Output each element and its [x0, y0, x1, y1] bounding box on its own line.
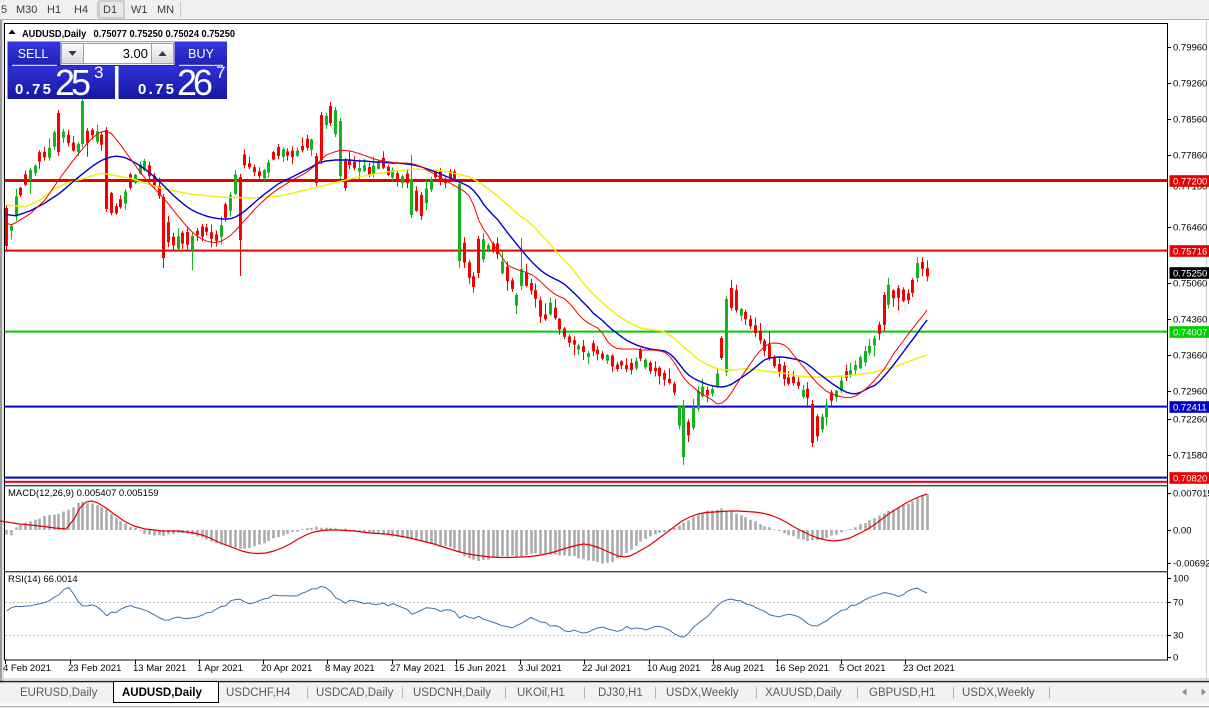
svg-text:16 Sep 2021: 16 Sep 2021	[775, 663, 829, 674]
svg-text:8 May 2021: 8 May 2021	[325, 663, 375, 674]
svg-text:0.79260: 0.79260	[1173, 79, 1207, 90]
svg-text:|: |	[654, 687, 657, 699]
svg-text:|: |	[583, 687, 586, 699]
svg-text:27 May 2021: 27 May 2021	[390, 663, 445, 674]
svg-text:0.79960: 0.79960	[1173, 43, 1207, 54]
svg-text:30: 30	[1173, 631, 1184, 642]
svg-text:23 Oct 2021: 23 Oct 2021	[903, 663, 955, 674]
svg-text:BUY: BUY	[188, 47, 214, 61]
svg-text:W1: W1	[131, 4, 148, 16]
svg-text:0.76460: 0.76460	[1173, 223, 1207, 234]
svg-text:0.78560: 0.78560	[1173, 115, 1207, 126]
svg-text:0.73660: 0.73660	[1173, 351, 1207, 362]
svg-text:0.00: 0.00	[1173, 526, 1192, 537]
svg-text:RSI(14) 66.0014: RSI(14) 66.0014	[8, 574, 78, 585]
svg-text:0.72411: 0.72411	[1173, 403, 1207, 414]
svg-text:UKOil,H1: UKOil,H1	[517, 687, 565, 699]
svg-text:0.75716: 0.75716	[1173, 247, 1207, 258]
svg-text:-0.00692: -0.00692	[1173, 559, 1209, 570]
svg-text:0: 0	[1173, 653, 1178, 664]
svg-text:MACD(12,26,9) 0.005407 0.00515: MACD(12,26,9) 0.005407 0.005159	[8, 488, 159, 499]
svg-text:10 Aug 2021: 10 Aug 2021	[647, 663, 700, 674]
svg-text:0.77160: 0.77160	[1173, 182, 1207, 193]
svg-text:28 Aug 2021: 28 Aug 2021	[711, 663, 764, 674]
svg-text:0.74360: 0.74360	[1173, 315, 1207, 326]
svg-text:70: 70	[1173, 598, 1184, 609]
svg-text:AUDUSD,Daily 0.75077 0.75250: AUDUSD,Daily 0.75077 0.75250 0.75024 0.7…	[22, 28, 235, 40]
svg-text:23 Feb 2021: 23 Feb 2021	[68, 663, 121, 674]
svg-text:D1: D1	[103, 4, 117, 16]
svg-text:M30: M30	[16, 4, 37, 16]
svg-text:22 Jul 2021: 22 Jul 2021	[582, 663, 631, 674]
svg-text:26: 26	[177, 62, 213, 103]
svg-text:EURUSD,Daily: EURUSD,Daily	[20, 687, 98, 699]
svg-text:0.75060: 0.75060	[1173, 279, 1207, 290]
svg-text:USDCHF,H4: USDCHF,H4	[226, 687, 291, 699]
svg-text:0.007015: 0.007015	[1173, 489, 1209, 500]
svg-text:0.70820: 0.70820	[1173, 474, 1207, 485]
svg-text:|: |	[504, 687, 507, 699]
svg-text:USDCAD,Daily: USDCAD,Daily	[316, 687, 394, 699]
svg-text:25: 25	[55, 62, 91, 103]
svg-text:|: |	[306, 687, 309, 699]
svg-text:|: |	[952, 687, 955, 699]
svg-text:3: 3	[94, 63, 103, 82]
svg-text:XAUUSD,Daily: XAUUSD,Daily	[765, 687, 842, 699]
svg-text:|: |	[856, 687, 859, 699]
svg-text:5: 5	[1, 4, 7, 16]
svg-text:SELL: SELL	[18, 47, 49, 61]
svg-text:USDX,Weekly: USDX,Weekly	[962, 687, 1035, 699]
svg-text:0.71580: 0.71580	[1173, 451, 1207, 462]
svg-text:MN: MN	[157, 4, 174, 16]
svg-text:0.75: 0.75	[15, 81, 51, 98]
svg-text:GBPUSD,H1: GBPUSD,H1	[869, 687, 935, 699]
svg-text:0.72960: 0.72960	[1173, 387, 1207, 398]
svg-text:|: |	[755, 687, 758, 699]
svg-text:1 Apr 2021: 1 Apr 2021	[197, 663, 243, 674]
svg-text:H4: H4	[74, 4, 88, 16]
svg-text:0.74007: 0.74007	[1173, 328, 1207, 339]
svg-text:USDX,Weekly: USDX,Weekly	[666, 687, 739, 699]
svg-text:4 Feb 2021: 4 Feb 2021	[3, 663, 51, 674]
svg-text:3 Jul 2021: 3 Jul 2021	[518, 663, 562, 674]
svg-text:|: |	[401, 687, 404, 699]
svg-text:3.00: 3.00	[123, 46, 148, 61]
svg-text:H1: H1	[47, 4, 61, 16]
svg-text:20 Apr 2021: 20 Apr 2021	[261, 663, 312, 674]
svg-text:0.77200: 0.77200	[1173, 177, 1207, 188]
svg-text:|: |	[1048, 687, 1051, 699]
svg-text:USDCNH,Daily: USDCNH,Daily	[413, 687, 491, 699]
svg-text:0.75250: 0.75250	[1173, 269, 1207, 280]
svg-text:15 Jun 2021: 15 Jun 2021	[454, 663, 506, 674]
svg-text:0.75: 0.75	[138, 81, 174, 98]
svg-text:AUDUSD,Daily: AUDUSD,Daily	[122, 687, 202, 699]
svg-text:DJ30,H1: DJ30,H1	[598, 687, 643, 699]
svg-text:13 Mar 2021: 13 Mar 2021	[133, 663, 186, 674]
svg-text:5 Oct 2021: 5 Oct 2021	[839, 663, 885, 674]
svg-text:100: 100	[1173, 574, 1189, 585]
svg-text:7: 7	[216, 63, 225, 82]
svg-text:0.77860: 0.77860	[1173, 151, 1207, 162]
svg-text:0.72260: 0.72260	[1173, 415, 1207, 426]
